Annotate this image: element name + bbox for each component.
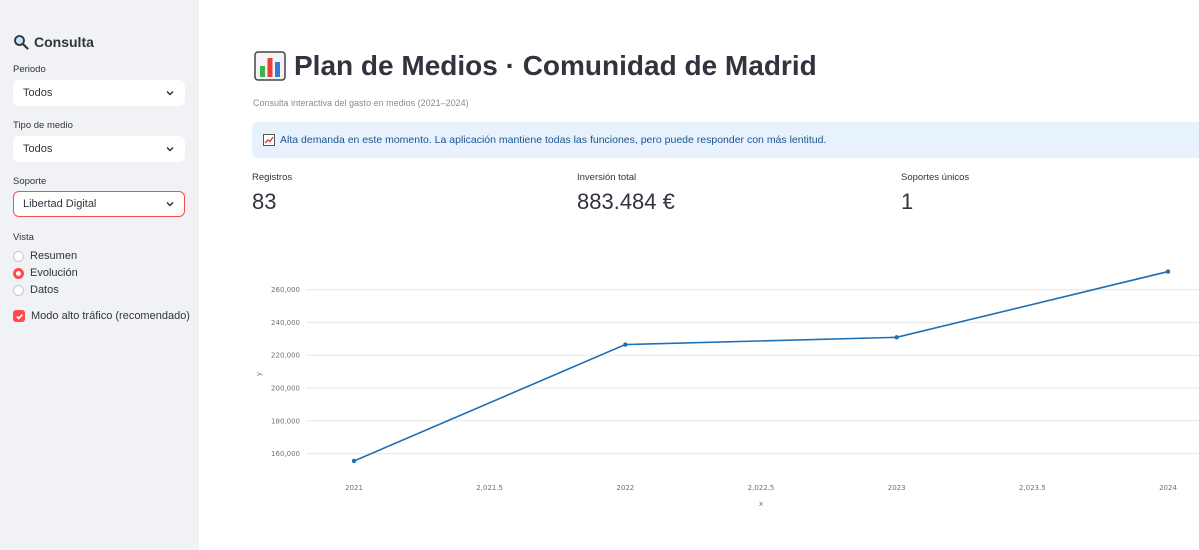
periodo-label: Periodo (13, 64, 46, 75)
radio-circle-selected[interactable] (13, 267, 24, 279)
radio-evolucion[interactable]: Evolución (13, 267, 78, 279)
data-point (1165, 269, 1171, 274)
data-point (623, 342, 628, 347)
modo-alto-trafico-label: Modo alto tráfico (recomendado) (31, 310, 190, 322)
metric-label: Registros (252, 172, 293, 183)
main-content: Plan de Medios · Comunidad de Madrid Con… (199, 0, 1199, 550)
magnifier-icon (14, 35, 29, 50)
chevron-down-icon (166, 90, 174, 96)
modo-alto-trafico-checkbox[interactable]: Modo alto tráfico (recomendado) (13, 310, 190, 322)
metric-soportes-unicos: Soportes únicos 1 (901, 172, 969, 215)
x-tick-label: 2024 (1159, 484, 1177, 492)
y-tick-label: 240,000 (271, 319, 300, 327)
y-tick-label: 260,000 (271, 286, 300, 294)
data-point (351, 458, 357, 464)
metric-label: Soportes únicos (901, 172, 970, 183)
y-tick-label: 180,000 (271, 417, 300, 425)
radio-datos[interactable]: Datos (13, 284, 59, 296)
page-title: Plan de Medios · Comunidad de Madrid (254, 50, 817, 82)
metric-label: Inversión total (577, 172, 637, 183)
chart-increasing-icon (263, 134, 275, 146)
series-line (353, 270, 1169, 462)
periodo-select[interactable]: Todos (13, 80, 185, 106)
radio-datos-label: Datos (30, 284, 59, 296)
metric-value: 883.484 € (577, 189, 675, 214)
tipo-medio-label: Tipo de medio (13, 120, 73, 131)
page-subtitle: Consulta interactiva del gasto en medios… (253, 98, 469, 108)
periodo-value: Todos (23, 87, 53, 99)
x-tick-label: 2022 (616, 484, 634, 492)
x-tick-label: 2,022.5 (748, 484, 775, 492)
sidebar-title: Consulta (13, 34, 94, 50)
soporte-value: Libertad Digital (23, 198, 97, 210)
page-title-text: Plan de Medios · Comunidad de Madrid (294, 50, 817, 81)
data-point (894, 335, 899, 340)
x-tick-label: 2023 (888, 484, 906, 492)
sidebar: Consulta Periodo Todos Tipo de medio Tod… (0, 0, 199, 550)
metric-inversion-total: Inversión total 883.484 € (577, 172, 675, 215)
x-tick-label: 2,023.5 (1019, 484, 1046, 492)
chevron-down-icon (166, 146, 174, 152)
info-alert: Alta demanda en este momento. La aplicac… (252, 122, 1199, 158)
tipo-medio-select[interactable]: Todos (13, 136, 185, 162)
soporte-select[interactable]: Libertad Digital (13, 191, 185, 217)
metric-value: 1 (901, 189, 914, 214)
x-tick-label: 2021 (345, 484, 363, 492)
y-tick-label: 220,000 (271, 352, 300, 360)
y-tick-label: 200,000 (271, 385, 300, 393)
y-tick-label: 160,000 (271, 450, 300, 458)
radio-evolucion-label: Evolución (30, 267, 78, 279)
x-axis-title: x (759, 500, 763, 508)
y-axis-title: y (255, 372, 263, 376)
x-tick-label: 2,021.5 (476, 484, 503, 492)
tipo-medio-value: Todos (23, 143, 53, 155)
line-chart: 160,000 180,000 200,000 220,000 240,000 260,0… (255, 269, 1199, 508)
bar-chart-icon (254, 51, 286, 81)
metric-registros: Registros 83 (252, 172, 292, 215)
radio-circle[interactable] (13, 250, 24, 262)
sidebar-title-text: Consulta (34, 34, 94, 50)
info-alert-text: Alta demanda en este momento. La aplicac… (280, 134, 827, 146)
radio-circle[interactable] (13, 284, 24, 296)
chevron-down-icon (166, 201, 174, 207)
metric-value: 83 (252, 189, 277, 214)
vista-label: Vista (13, 232, 34, 243)
checkbox-checked-icon[interactable] (13, 310, 25, 322)
radio-resumen[interactable]: Resumen (13, 250, 77, 262)
radio-resumen-label: Resumen (30, 250, 78, 262)
soporte-label: Soporte (13, 176, 47, 187)
